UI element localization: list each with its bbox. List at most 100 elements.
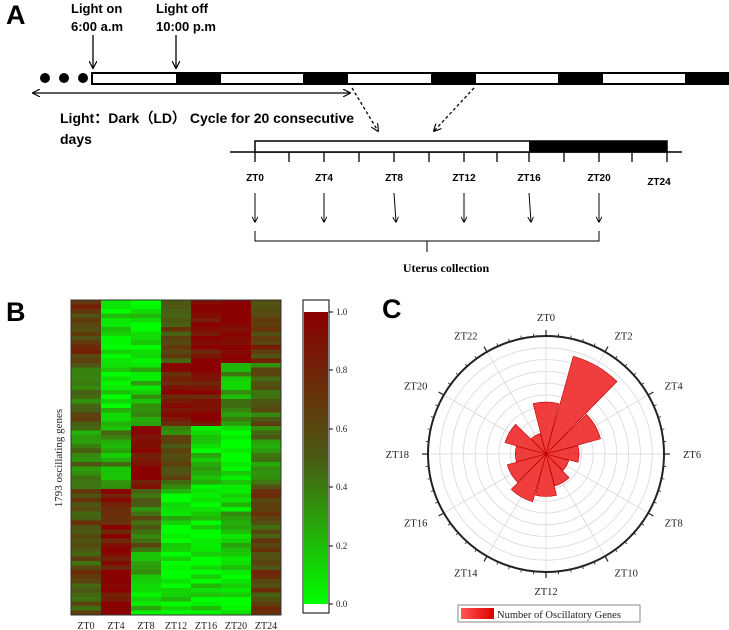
heatmap-cell bbox=[131, 525, 162, 530]
heatmap-cell bbox=[221, 313, 252, 319]
heatmap-cell bbox=[131, 372, 162, 377]
heatmap-cell bbox=[131, 403, 162, 409]
heatmap-cell bbox=[161, 381, 192, 386]
heatmap-cell bbox=[101, 579, 132, 584]
heatmap-cell bbox=[71, 340, 102, 346]
light-on-label-line1: Light on bbox=[71, 1, 122, 16]
heatmap-cell bbox=[191, 592, 222, 598]
colorbar-tick: 0.2 bbox=[336, 541, 347, 551]
heatmap-cell bbox=[221, 372, 252, 377]
heatmap-cell bbox=[101, 502, 132, 508]
heatmap-cell bbox=[221, 331, 252, 337]
heatmap-cell bbox=[251, 340, 282, 346]
heatmap-cell bbox=[221, 525, 252, 530]
heatmap-cell bbox=[71, 480, 102, 485]
heatmap-cell bbox=[221, 336, 252, 341]
heatmap-cell bbox=[101, 349, 132, 355]
polar-tick bbox=[447, 523, 451, 526]
heatmap-cell bbox=[221, 516, 252, 521]
collection-bracket bbox=[254, 231, 600, 252]
heatmap-cell bbox=[251, 462, 282, 467]
heatmap-cell bbox=[251, 444, 282, 449]
heatmap-cell bbox=[161, 547, 192, 553]
heatmap-cell bbox=[71, 556, 102, 562]
heatmap-cell bbox=[161, 412, 192, 418]
zt-label: ZT12 bbox=[452, 173, 476, 184]
heatmap-cell bbox=[221, 403, 252, 409]
heatmap-cell bbox=[251, 376, 282, 382]
heatmap bbox=[71, 300, 282, 616]
heatmap-cell bbox=[71, 516, 102, 521]
heatmap-cell bbox=[71, 309, 102, 314]
polar-tick bbox=[661, 428, 665, 430]
heatmap-cell bbox=[101, 480, 132, 485]
heatmap-cell bbox=[251, 385, 282, 391]
heatmap-cell bbox=[191, 516, 222, 521]
heatmap-cell bbox=[161, 394, 192, 400]
heatmap-cell bbox=[251, 502, 282, 508]
heatmap-cell bbox=[251, 552, 282, 557]
heatmap-cell bbox=[71, 579, 102, 584]
heatmap-cell bbox=[191, 525, 222, 530]
polar-tick bbox=[615, 355, 618, 359]
heatmap-cell bbox=[251, 358, 282, 364]
heatmap-cell bbox=[131, 322, 162, 328]
heatmap-cell bbox=[251, 529, 282, 535]
heatmap-cell bbox=[71, 381, 102, 386]
heatmap-cell bbox=[221, 322, 252, 328]
heatmap-cell bbox=[221, 381, 252, 386]
heatmap-cell bbox=[71, 390, 102, 395]
heatmap-cell bbox=[191, 480, 222, 485]
heatmap-cell bbox=[251, 525, 282, 530]
heatmap-cell bbox=[161, 565, 192, 571]
heatmap-cell bbox=[251, 561, 282, 566]
heatmap-cell bbox=[251, 426, 282, 431]
polar-tick bbox=[483, 346, 488, 353]
heatmap-cell bbox=[161, 516, 192, 521]
heatmap-cell bbox=[191, 511, 222, 517]
heatmap-cell bbox=[71, 601, 102, 607]
polar-axis-label: ZT16 bbox=[404, 519, 427, 530]
heatmap-cell bbox=[101, 322, 132, 328]
heatmap-cell bbox=[191, 300, 222, 305]
polar-tick bbox=[520, 569, 522, 573]
heatmap-cell bbox=[101, 318, 132, 323]
zt-label: ZT0 bbox=[246, 173, 264, 184]
polar-tick bbox=[455, 532, 459, 536]
heatmap-cell bbox=[221, 592, 252, 598]
heatmap-cell bbox=[71, 385, 102, 391]
polar-tick bbox=[455, 372, 459, 376]
ld-cycle-text-line2: days bbox=[60, 131, 92, 147]
heatmap-cell bbox=[101, 300, 132, 305]
polar-tick bbox=[615, 549, 618, 553]
polar-bar-zt4 bbox=[545, 413, 601, 455]
polar-tick bbox=[661, 478, 665, 480]
heatmap-cell bbox=[131, 511, 162, 517]
heatmap-cell bbox=[131, 327, 162, 332]
heatmap-cell bbox=[161, 421, 192, 427]
heatmap-cell bbox=[71, 529, 102, 535]
heatmap-cell bbox=[71, 466, 102, 472]
heatmap-cell bbox=[161, 318, 192, 323]
heatmap-cell bbox=[101, 592, 132, 598]
colorbar-tick: 0.6 bbox=[336, 424, 348, 434]
polar-labels: ZT0 ZT2 ZT4 ZT6 ZT8 ZT10 ZT12 ZT14 ZT16 ZT18 ZT20 Z… bbox=[386, 313, 701, 598]
heatmap-cell bbox=[161, 498, 192, 503]
heatmap-cell bbox=[251, 493, 282, 499]
heatmap-cell bbox=[71, 439, 102, 445]
zoom-arrow-left bbox=[351, 87, 378, 131]
heatmap-cell bbox=[191, 552, 222, 557]
heatmap-cell bbox=[251, 520, 282, 526]
heatmap-cell bbox=[71, 354, 102, 359]
heatmap-x-label: ZT24 bbox=[255, 621, 277, 630]
heatmap-cell bbox=[221, 457, 252, 463]
heatmap-cell bbox=[161, 552, 192, 557]
heatmap-cell bbox=[101, 547, 132, 553]
polar-axis-label: ZT22 bbox=[454, 331, 477, 342]
panel-b-letter: B bbox=[6, 297, 26, 327]
heatmap-cell bbox=[71, 313, 102, 319]
heatmap-cell bbox=[71, 426, 102, 431]
heatmap-cell bbox=[191, 471, 222, 476]
heatmap-cell bbox=[191, 565, 222, 571]
polar-bar-zt6 bbox=[545, 445, 580, 463]
